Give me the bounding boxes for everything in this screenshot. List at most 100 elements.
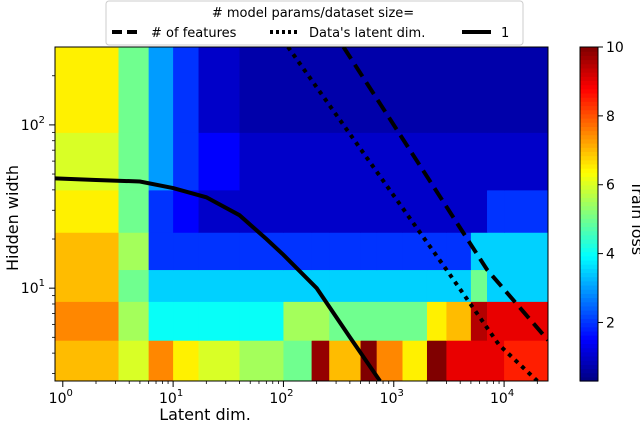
heatmap-cell xyxy=(402,301,428,341)
colorbar-segment xyxy=(580,84,598,90)
colorbar-segment xyxy=(580,305,598,311)
colorbar-segment xyxy=(580,188,598,194)
colorbar-segment xyxy=(580,72,598,77)
heatmap-cell xyxy=(239,189,284,233)
heatmap-cell xyxy=(311,340,330,381)
colorbar-segment xyxy=(580,201,598,207)
colorbar-label: Train loss xyxy=(628,180,640,255)
colorbar-segment xyxy=(580,163,598,169)
colorbar-segment xyxy=(580,318,598,324)
colorbar-segment xyxy=(580,92,598,98)
curve-dotted xyxy=(286,47,539,381)
heatmap-cell xyxy=(311,189,330,233)
colorbar-segment xyxy=(580,343,598,349)
colorbar-segment xyxy=(580,113,598,119)
heatmap-cell xyxy=(118,301,150,341)
heatmap-cell xyxy=(426,189,447,233)
colorbar-segment xyxy=(580,205,598,211)
colorbar-segment xyxy=(580,297,598,303)
heatmap-cell xyxy=(173,340,200,381)
colorbar-segment xyxy=(580,255,598,261)
y-tick-label: 102 xyxy=(21,115,45,134)
heatmap-cell xyxy=(504,189,548,233)
colorbar-segment xyxy=(580,155,598,161)
heatmap-cell xyxy=(470,189,488,233)
colorbar-segment xyxy=(580,251,598,257)
colorbar-segment xyxy=(580,243,598,248)
heatmap-cell xyxy=(148,269,174,302)
heatmap-cell xyxy=(283,301,313,341)
heatmap-cell xyxy=(283,47,313,133)
colorbar-segment xyxy=(580,184,598,190)
colorbar-frame xyxy=(579,46,599,382)
heatmap-cell xyxy=(283,232,313,271)
heatmap-cell xyxy=(148,301,174,341)
colorbar-segment xyxy=(580,193,598,198)
heatmap-cell xyxy=(402,340,428,381)
heatmap-cell xyxy=(173,189,200,233)
colorbar-segment xyxy=(580,218,598,223)
colorbar-segment xyxy=(580,301,598,307)
heatmap-cell xyxy=(55,189,120,233)
colorbar-segment xyxy=(580,168,598,173)
x-axis-label: Latent dim. xyxy=(159,405,251,423)
colorbar-segment xyxy=(580,314,598,319)
heatmap-cell xyxy=(470,47,488,133)
heatmap-cell xyxy=(402,47,428,133)
heatmap-cell xyxy=(198,301,241,341)
colorbar-segment xyxy=(580,143,598,148)
heatmap-cell xyxy=(283,189,313,233)
heatmap-cell xyxy=(148,47,174,133)
legend-entry-latent-dim: Data's latent dim. xyxy=(309,26,425,41)
heatmap-cell xyxy=(118,340,150,381)
heatmap-cell xyxy=(470,340,488,381)
heatmap-cell xyxy=(487,132,505,191)
heatmap-cell xyxy=(239,232,284,271)
x-tick-label: 104 xyxy=(490,388,514,407)
heatmap-cell xyxy=(504,232,548,271)
heatmap-cell xyxy=(329,47,362,133)
colorbar-segment xyxy=(580,234,598,240)
heatmap-cell xyxy=(311,47,330,133)
heatmap-cell xyxy=(426,47,447,133)
colorbar-segment xyxy=(580,197,598,203)
colorbar-segment xyxy=(580,289,598,294)
heatmap-cell xyxy=(239,301,284,341)
heatmap-cell xyxy=(376,132,404,191)
colorbar-segment xyxy=(580,122,598,127)
colorbar-segment xyxy=(580,134,598,140)
colorbar-segment xyxy=(580,51,598,56)
colorbar-segment xyxy=(580,63,598,69)
colorbar-segment xyxy=(580,272,598,278)
heatmap-cell xyxy=(487,232,505,271)
colorbar-segment xyxy=(580,230,598,236)
heatmap-cell xyxy=(446,132,472,191)
heatmap-cell xyxy=(239,269,284,302)
colorbar-segment xyxy=(580,239,598,244)
colorbar-segment xyxy=(580,172,598,178)
heatmap-cell xyxy=(426,301,447,341)
heatmap-cell xyxy=(376,340,404,381)
heatmap-cell xyxy=(329,189,362,233)
heatmap-cell xyxy=(470,269,488,302)
heatmap-cell xyxy=(173,232,200,271)
legend: # model params/dataset size= # of featur… xyxy=(105,0,524,46)
heatmap-cell xyxy=(118,189,150,233)
colorbar-segment xyxy=(580,264,598,269)
heatmap-cell xyxy=(118,232,150,271)
colorbar-segment xyxy=(580,55,598,61)
heatmap-cell xyxy=(360,301,378,341)
heatmap-cell xyxy=(148,189,174,233)
heatmap-cell xyxy=(329,132,362,191)
curves xyxy=(55,47,548,381)
heatmap-cell xyxy=(198,232,241,271)
legend-entry-features: # of features xyxy=(151,26,237,41)
heatmap-cell xyxy=(55,232,120,271)
colorbar-tick-label: 2 xyxy=(606,315,615,331)
colorbar-segment xyxy=(580,67,598,73)
colorbar-segment xyxy=(580,360,598,365)
legend-title: # model params/dataset size= xyxy=(212,6,414,21)
colorbar-segment xyxy=(580,355,598,361)
heatmap-cell xyxy=(360,132,378,191)
